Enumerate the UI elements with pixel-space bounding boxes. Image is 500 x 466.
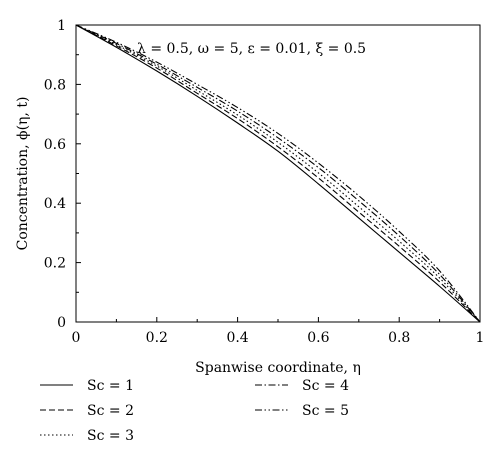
y-tick-label: 0.2 (44, 256, 66, 272)
y-tick-label: 0 (57, 315, 66, 331)
y-tick-label: 1 (57, 18, 66, 34)
series-line-sc-3 (75, 24, 481, 323)
tick-labels: 0 0.2 0.4 0.6 0.8 1 0 0.2 0.4 0.6 0.8 1 (44, 18, 485, 346)
series-line-sc-4 (75, 24, 481, 323)
x-tick-label: 0.4 (226, 330, 248, 346)
series-lines (75, 24, 481, 323)
y-tick-label: 0.6 (44, 137, 66, 153)
legend-label-sc-4: Sc = 4 (302, 378, 349, 394)
y-tick-label: 0.4 (44, 196, 66, 212)
y-axis-label: Concentration, ϕ(η, t) (15, 97, 31, 251)
series-line-sc-2 (75, 24, 481, 323)
axis-ticks (75, 24, 481, 323)
x-tick-label: 0.2 (146, 330, 168, 346)
legend-label-sc-1: Sc = 1 (87, 378, 134, 394)
legend: Sc = 1 Sc = 2 Sc = 3 Sc = 4 Sc = 5 (40, 378, 349, 444)
y-tick-label: 0.8 (44, 77, 66, 93)
series-line-sc-5 (75, 24, 481, 323)
series-line-sc-1 (75, 24, 481, 323)
x-tick-label: 0.6 (307, 330, 329, 346)
x-tick-label: 0 (72, 330, 81, 346)
legend-label-sc-5: Sc = 5 (302, 403, 349, 419)
parameter-annotation: λ = 0.5, ω = 5, ε = 0.01, ξ = 0.5 (137, 41, 366, 57)
legend-label-sc-2: Sc = 2 (87, 403, 134, 419)
plot-frame (75, 24, 481, 323)
legend-label-sc-3: Sc = 3 (87, 428, 134, 444)
x-axis-label: Spanwise coordinate, η (195, 360, 361, 376)
x-tick-label: 1 (476, 330, 485, 346)
x-tick-label: 0.8 (388, 330, 410, 346)
